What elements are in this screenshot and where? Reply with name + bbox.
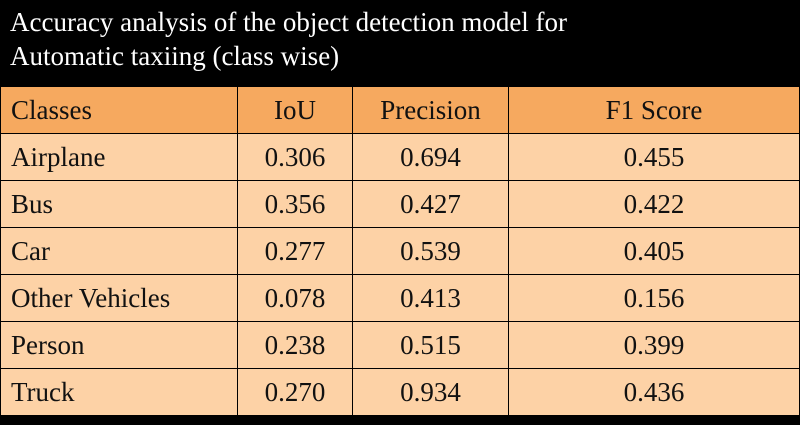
class-name-cell: Car: [0, 227, 238, 275]
class-name-cell: Truck: [0, 368, 238, 416]
iou-cell: 0.078: [237, 274, 353, 322]
f1-score-cell: 0.399: [508, 321, 800, 369]
iou-cell: 0.238: [237, 321, 353, 369]
class-name-cell: Person: [0, 321, 238, 369]
iou-cell: 0.270: [237, 368, 353, 416]
column-header-f1-score: F1 Score: [508, 86, 800, 134]
table-row: Other Vehicles 0.078 0.413 0.156: [0, 274, 800, 322]
table-title-line-1: Accuracy analysis of the object detectio…: [10, 7, 568, 37]
precision-cell: 0.934: [352, 368, 509, 416]
precision-cell: 0.427: [352, 180, 509, 228]
table-row: Truck 0.270 0.934 0.436: [0, 368, 800, 416]
class-name-cell: Other Vehicles: [0, 274, 238, 322]
table-row: Person 0.238 0.515 0.399: [0, 321, 800, 369]
class-name-cell: Bus: [0, 180, 238, 228]
class-name-cell: Airplane: [0, 133, 238, 181]
f1-score-cell: 0.422: [508, 180, 800, 228]
accuracy-table: Classes IoU Precision F1 Score Airplane …: [0, 86, 800, 416]
f1-score-cell: 0.156: [508, 274, 800, 322]
table-row: Bus 0.356 0.427 0.422: [0, 180, 800, 228]
column-header-classes: Classes: [0, 86, 238, 134]
precision-cell: 0.694: [352, 133, 509, 181]
precision-cell: 0.539: [352, 227, 509, 275]
f1-score-cell: 0.436: [508, 368, 800, 416]
iou-cell: 0.277: [237, 227, 353, 275]
f1-score-cell: 0.455: [508, 133, 800, 181]
iou-cell: 0.306: [237, 133, 353, 181]
column-header-iou: IoU: [237, 86, 353, 134]
table-title: Accuracy analysis of the object detectio…: [0, 0, 800, 83]
precision-cell: 0.413: [352, 274, 509, 322]
table-row: Airplane 0.306 0.694 0.455: [0, 133, 800, 181]
table-row: Car 0.277 0.539 0.405: [0, 227, 800, 275]
precision-cell: 0.515: [352, 321, 509, 369]
table-header-row: Classes IoU Precision F1 Score: [0, 86, 800, 134]
iou-cell: 0.356: [237, 180, 353, 228]
f1-score-cell: 0.405: [508, 227, 800, 275]
column-header-precision: Precision: [352, 86, 509, 134]
table-title-line-2: Automatic taxiing (class wise): [10, 41, 340, 71]
